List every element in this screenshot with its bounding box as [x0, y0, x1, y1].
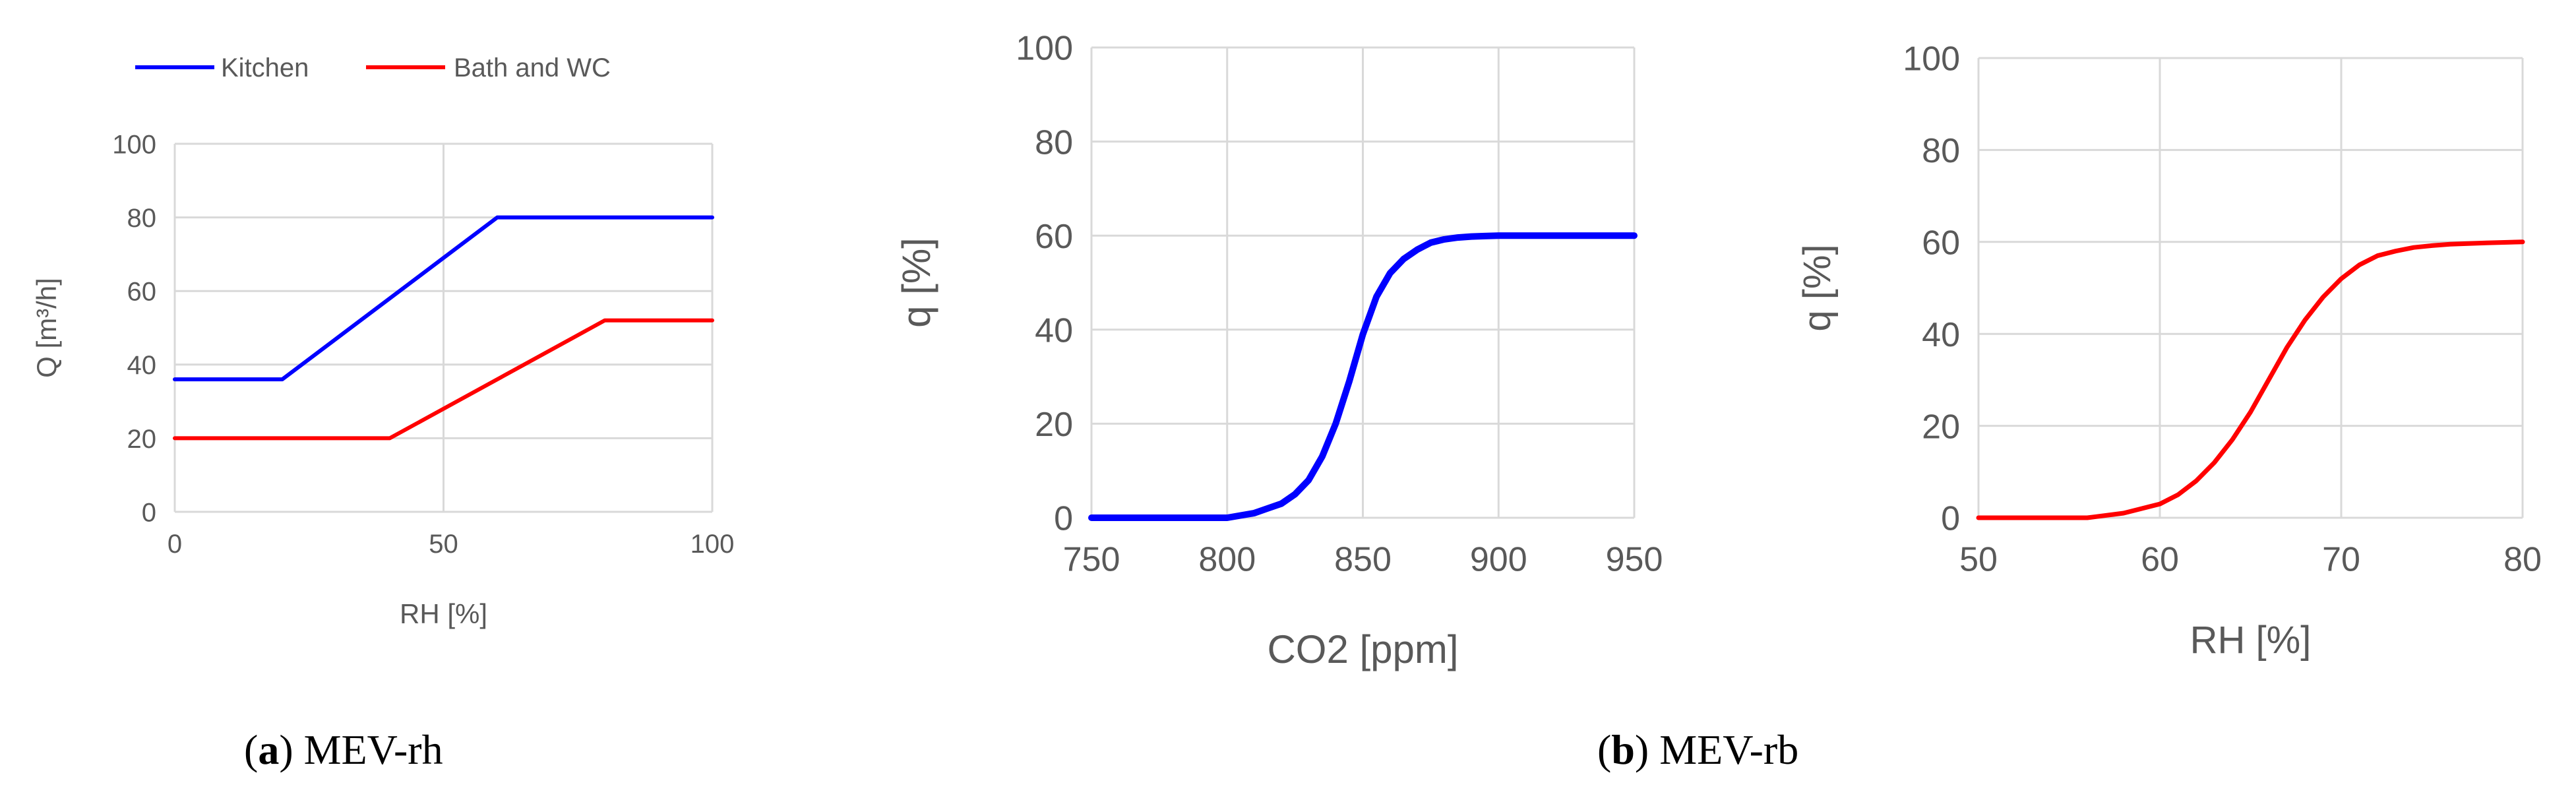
x-axis-label: RH [%]	[400, 598, 487, 629]
y-axis-label: q [%]	[894, 237, 938, 328]
y-tick-label: 100	[112, 130, 156, 159]
y-tick-label: 40	[1035, 312, 1073, 350]
series-line-1	[1976, 239, 2525, 520]
chart-2: 0 20 40 60 80 100 750 800 850 900 950 CO2 [ppm] q [%…	[894, 30, 1663, 671]
y-tick-label: 80	[127, 204, 157, 233]
caption-a: (a) MEV-rh	[244, 726, 443, 773]
chart-3: 0 20 40 60 80 100 50 60 70 80 RH [%] q [%]	[1796, 40, 2542, 662]
y-tick-label: 100	[1903, 40, 1960, 78]
x-tick-label: 50	[429, 530, 458, 559]
x-tick-label: 100	[690, 530, 735, 559]
y-tick-label: 40	[1922, 316, 1960, 354]
y-tick-label: 20	[1922, 408, 1960, 446]
x-tick-label: 950	[1606, 541, 1663, 579]
legend-label: Kitchen	[221, 53, 309, 82]
x-axis-label: CO2 [ppm]	[1267, 627, 1458, 671]
y-axis-label: Q [m³/h]	[31, 278, 62, 378]
x-tick-label: 80	[2503, 541, 2542, 579]
y-tick-label: 80	[1035, 123, 1073, 162]
caption-b: (b) MEV-rb	[1597, 726, 1799, 773]
y-tick-label: 80	[1922, 132, 1960, 170]
y-tick-label: 0	[1054, 500, 1073, 538]
x-tick-label: 50	[1959, 541, 1998, 579]
x-tick-label: 0	[168, 530, 182, 559]
y-tick-label: 60	[127, 278, 157, 307]
y-tick-label: 40	[127, 351, 157, 380]
legend: Kitchen Bath and WC	[135, 53, 611, 82]
y-tick-label: 20	[127, 425, 157, 454]
y-tick-label: 20	[1035, 406, 1073, 444]
y-tick-label: 0	[142, 498, 156, 527]
x-tick-label: 850	[1334, 541, 1392, 579]
y-tick-label: 60	[1922, 224, 1960, 263]
y-tick-label: 0	[1941, 500, 1960, 538]
x-tick-label: 800	[1198, 541, 1256, 579]
series-line-1	[1088, 232, 1638, 521]
y-axis-label: q [%]	[1796, 244, 1839, 331]
y-tick-label: 100	[1016, 30, 1073, 68]
x-tick-label: 70	[2322, 541, 2360, 579]
x-tick-label: 750	[1063, 541, 1120, 579]
x-tick-label: 900	[1470, 541, 1527, 579]
series-line-1	[173, 215, 714, 382]
legend-label: Bath and WC	[454, 53, 611, 82]
chart-1: 0 20 40 60 80 100 0 50 100 RH [%] Q [m³/h] Kitchen B…	[31, 53, 734, 629]
series-line-2	[173, 318, 714, 441]
y-tick-label: 60	[1035, 218, 1073, 256]
x-tick-label: 60	[2141, 541, 2179, 579]
x-axis-label: RH [%]	[2190, 619, 2312, 662]
